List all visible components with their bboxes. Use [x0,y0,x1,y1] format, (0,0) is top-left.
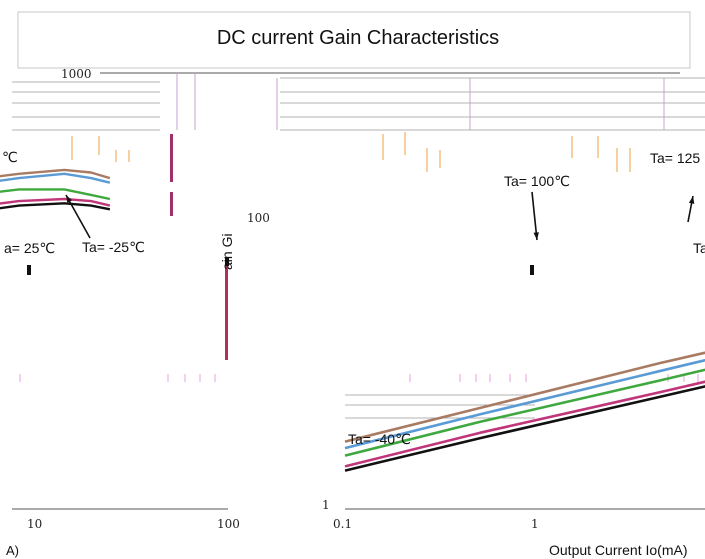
arrow-ta-minus25-shaft [65,194,91,239]
left-series-line-4 [0,202,111,211]
series-line-4 [344,385,705,472]
left-x-label-fragment: A) [6,543,19,558]
x-tick-1: 1 [531,517,539,531]
left-chart [0,168,111,211]
y-tick-100: 100 [247,211,270,225]
text-layer: DC current Gain Characteristics100010010… [2,27,705,558]
left-series-line-1 [0,172,111,184]
left-series-line-3 [0,197,111,207]
series-line-3 [344,380,705,468]
label-ta-100: Ta= 100℃ [504,173,570,189]
label-ta-fragment: Ta [693,240,705,256]
left-label-ta-minus25: Ta= -25℃ [82,239,145,255]
bar-marker [225,258,229,266]
bar-fragment-3 [225,265,228,360]
y-axis-label-fragment: ain Gi [219,233,235,270]
y-tick-1: 1 [322,498,330,512]
title-box [17,11,691,69]
arrow-ta-100-head [533,232,539,240]
label-ta-minus40: Ta= -40℃ [348,431,411,447]
series-line-0 [344,351,705,443]
main-chart [344,351,705,472]
legend-marker-right [530,265,534,275]
left-x-tick-10: 10 [27,517,42,531]
arrow-ta-125-head [688,196,695,204]
x-axis-label: Output Current Io(mA) [549,542,688,558]
arrow-ta-minus25-head [66,195,73,203]
arrow-ta-100-shaft [531,191,538,241]
left-series-line-0 [0,168,111,180]
label-ta-125: Ta= 125 [650,150,700,166]
left-x-tick-100: 100 [217,517,240,531]
chart-title: DC current Gain Characteristics [217,27,499,49]
left-label-celsius: ℃ [2,149,18,165]
bar-fragment-1 [170,134,173,182]
x-tick-0.1: 0.1 [333,517,352,531]
left-label-ta-25: a= 25℃ [4,240,55,256]
series-line-2 [344,368,705,457]
left-series-line-2 [0,188,111,201]
legend-marker-left [27,265,31,275]
bar-fragment-2 [170,192,173,216]
series-line-1 [344,358,705,450]
y-tick-1000: 1000 [61,67,92,81]
